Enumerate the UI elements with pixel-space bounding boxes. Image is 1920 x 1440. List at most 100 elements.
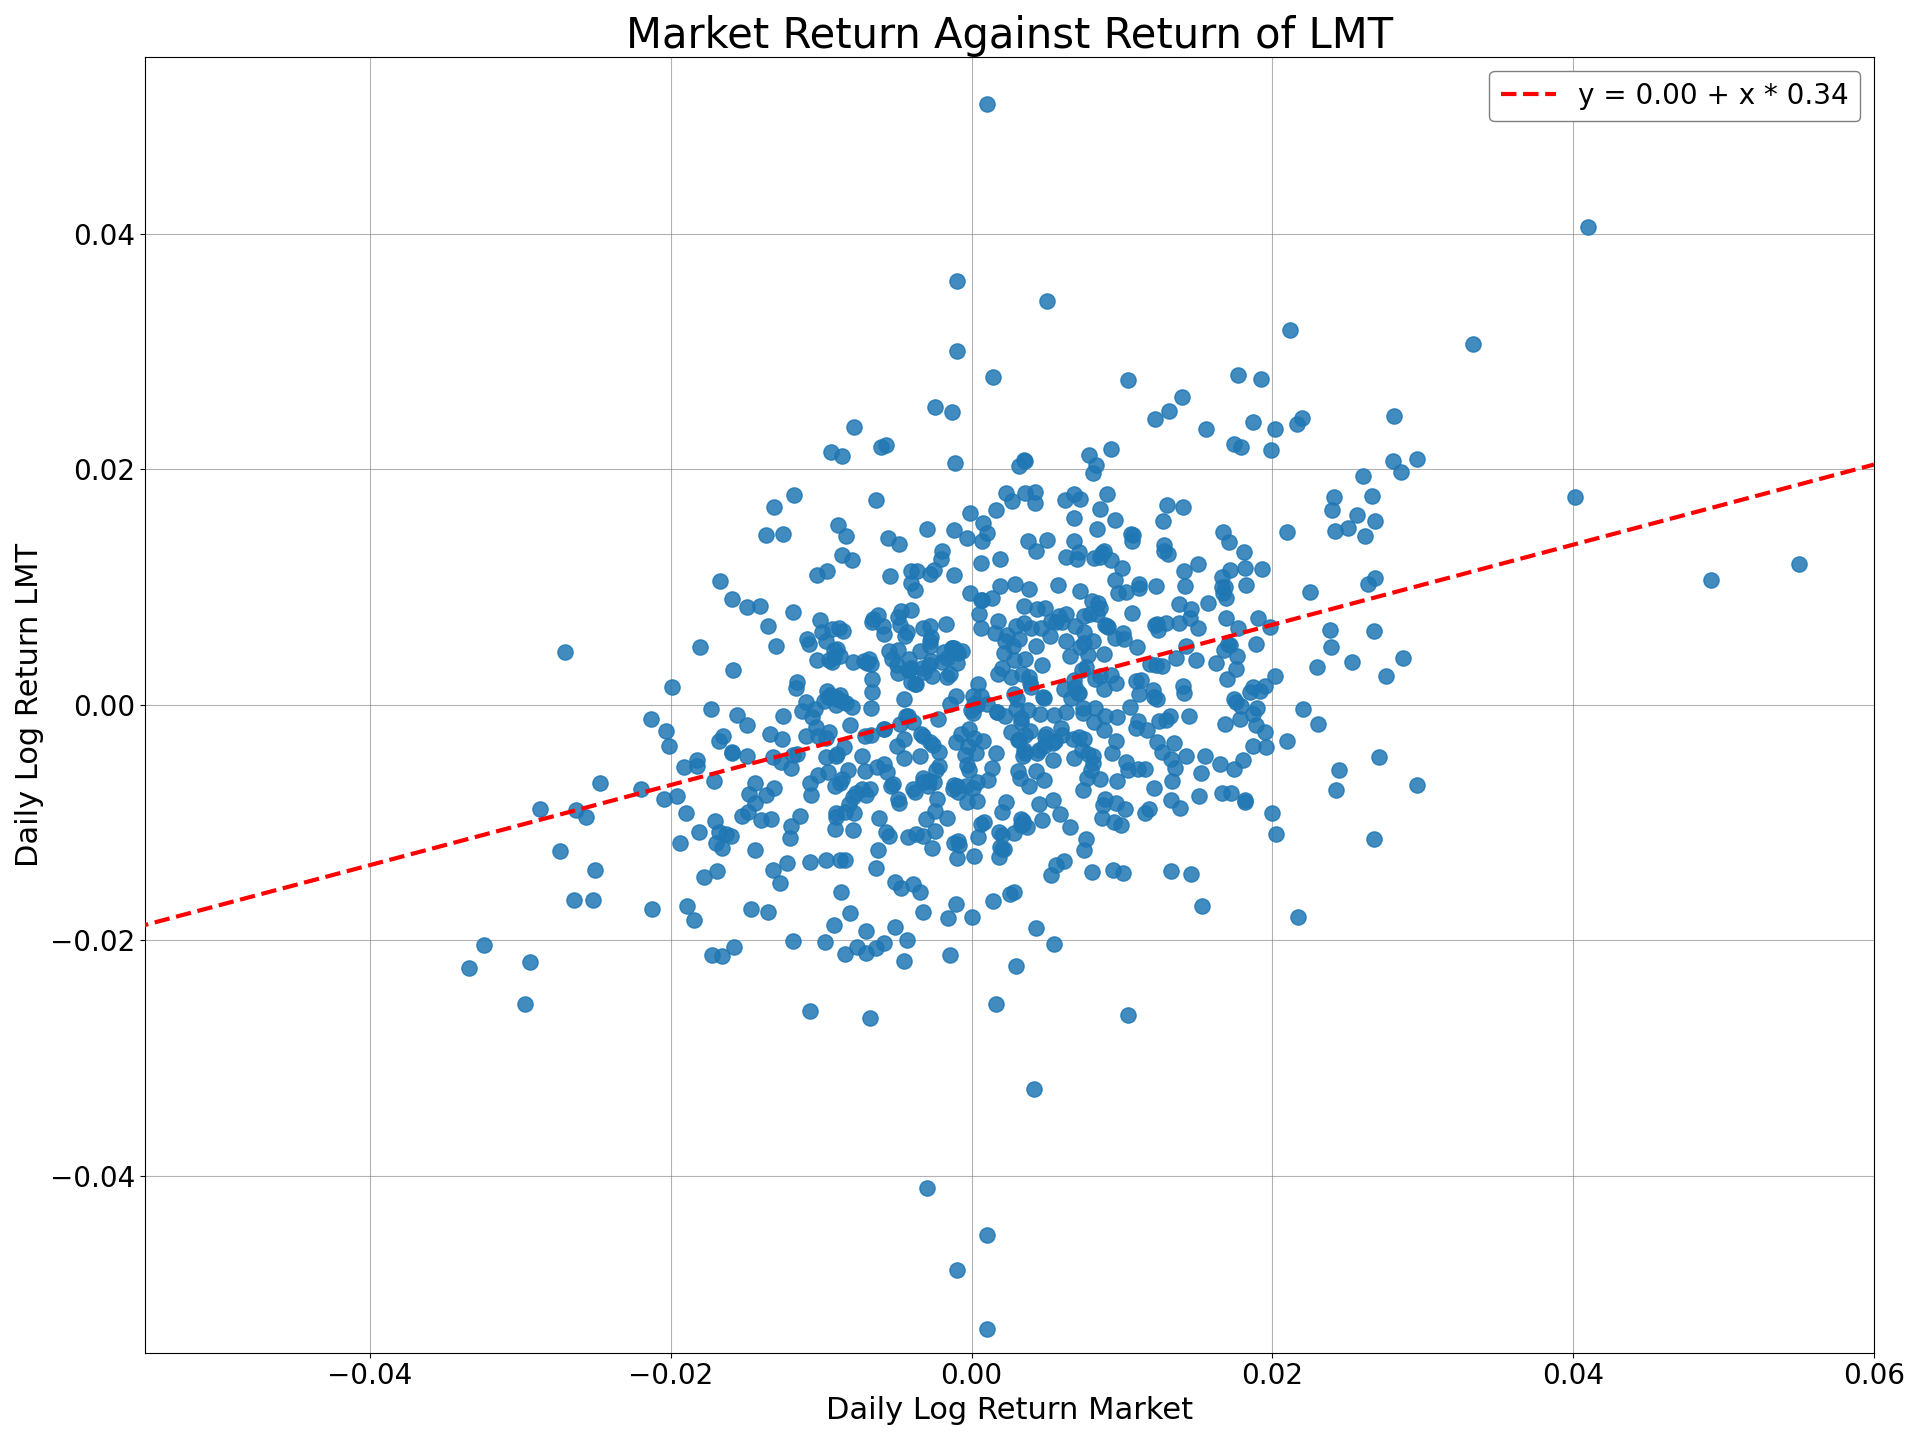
Point bbox=[916, 625, 947, 648]
Point bbox=[1043, 573, 1073, 596]
Point bbox=[847, 778, 877, 801]
Point bbox=[1077, 629, 1108, 652]
Point bbox=[874, 825, 904, 848]
Point bbox=[1225, 707, 1256, 730]
Point bbox=[778, 600, 808, 624]
Point bbox=[1123, 757, 1154, 780]
Point bbox=[708, 724, 739, 747]
Point bbox=[1025, 703, 1056, 726]
Point bbox=[1250, 674, 1281, 697]
Point bbox=[1000, 572, 1031, 595]
Point bbox=[1014, 719, 1044, 742]
Point bbox=[751, 783, 781, 806]
Point bbox=[1208, 582, 1238, 605]
Point bbox=[455, 956, 486, 979]
Point bbox=[1240, 632, 1271, 655]
Point bbox=[856, 611, 887, 634]
Point bbox=[1043, 603, 1073, 626]
Point bbox=[1014, 577, 1044, 600]
Point bbox=[1087, 541, 1117, 564]
Point bbox=[1288, 697, 1319, 720]
Point bbox=[1123, 576, 1154, 599]
Point bbox=[1321, 778, 1352, 801]
Point bbox=[780, 677, 810, 700]
Point bbox=[1058, 482, 1089, 505]
Point bbox=[697, 943, 728, 966]
Point bbox=[1135, 652, 1165, 675]
Point bbox=[1100, 672, 1131, 696]
Point bbox=[1363, 744, 1394, 768]
Point bbox=[1123, 683, 1154, 706]
Point bbox=[1235, 680, 1265, 703]
Point bbox=[935, 693, 966, 716]
Point bbox=[847, 744, 877, 768]
Point bbox=[872, 760, 902, 783]
Point bbox=[1225, 696, 1256, 719]
Point bbox=[939, 773, 970, 796]
Point bbox=[1000, 955, 1031, 978]
Point bbox=[1140, 408, 1171, 431]
Point bbox=[920, 757, 950, 780]
Point bbox=[952, 734, 983, 757]
Point bbox=[1073, 742, 1104, 765]
Point bbox=[939, 832, 970, 855]
Point bbox=[1246, 367, 1277, 390]
Point bbox=[941, 340, 972, 363]
Point bbox=[839, 415, 870, 438]
Point bbox=[987, 824, 1018, 847]
Point bbox=[1100, 792, 1131, 815]
Point bbox=[1457, 333, 1488, 356]
Point bbox=[962, 825, 993, 848]
Point bbox=[1094, 664, 1125, 687]
Point bbox=[1271, 729, 1302, 752]
Point bbox=[1029, 596, 1060, 619]
Point bbox=[758, 858, 789, 881]
Point bbox=[1089, 788, 1119, 811]
Point bbox=[1008, 595, 1039, 618]
Point bbox=[758, 778, 789, 801]
Point bbox=[745, 808, 776, 831]
Point bbox=[1112, 580, 1142, 603]
Point bbox=[1332, 517, 1363, 540]
Point bbox=[810, 559, 841, 582]
Point bbox=[893, 647, 924, 670]
Point bbox=[960, 742, 991, 765]
Point bbox=[810, 848, 841, 871]
Point bbox=[580, 858, 611, 881]
Point bbox=[837, 819, 868, 842]
Point bbox=[1006, 662, 1037, 685]
Point bbox=[1695, 569, 1726, 592]
Point bbox=[924, 707, 954, 730]
Point bbox=[839, 802, 870, 825]
Point bbox=[810, 930, 841, 953]
Point bbox=[1100, 508, 1131, 531]
Point bbox=[941, 730, 972, 753]
Point bbox=[545, 840, 576, 863]
Point bbox=[1114, 696, 1144, 719]
Point bbox=[1315, 618, 1346, 641]
Point bbox=[795, 772, 826, 795]
Point bbox=[943, 829, 973, 852]
Point bbox=[918, 733, 948, 756]
Point bbox=[993, 624, 1023, 647]
Point bbox=[996, 635, 1027, 658]
Point bbox=[1058, 747, 1089, 770]
Point bbox=[933, 907, 964, 930]
Point bbox=[914, 769, 945, 792]
Point bbox=[733, 801, 764, 824]
Point bbox=[1108, 863, 1139, 886]
Point bbox=[1148, 533, 1179, 556]
Point bbox=[829, 734, 860, 757]
Point bbox=[570, 805, 601, 828]
Point bbox=[1008, 812, 1039, 835]
Point bbox=[636, 707, 666, 730]
Point bbox=[559, 888, 589, 912]
Point bbox=[1156, 747, 1187, 770]
Point bbox=[947, 639, 977, 662]
Point bbox=[816, 441, 847, 464]
Point bbox=[887, 599, 918, 622]
Point bbox=[766, 750, 797, 773]
Point bbox=[816, 651, 847, 674]
Point bbox=[1002, 729, 1033, 752]
Point bbox=[1359, 828, 1390, 851]
